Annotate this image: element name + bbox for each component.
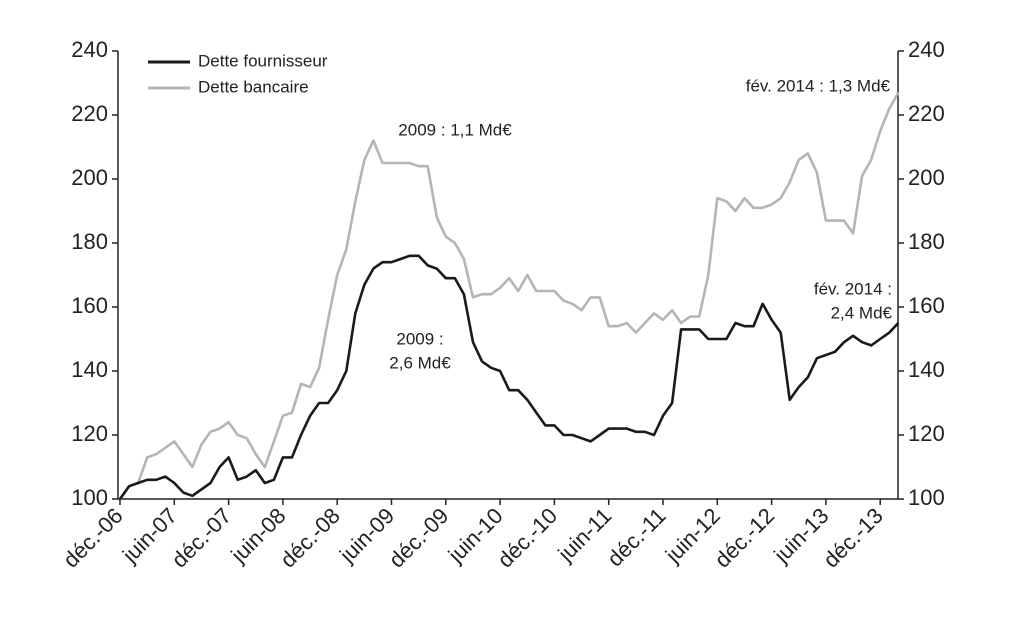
x-tick-label: déc.-09: [384, 503, 454, 573]
series-line: [118, 254, 900, 500]
y-tick-label: 140: [71, 357, 108, 382]
y2-tick-label: 180: [908, 229, 945, 254]
y-tick-label: 240: [71, 37, 108, 62]
legend-label: Dette bancaire: [198, 77, 309, 96]
y2-tick-label: 120: [908, 421, 945, 446]
annotation: 2,4 Md€: [831, 303, 893, 322]
x-tick-label: déc.-11: [602, 503, 670, 571]
annotation: 2009 :: [396, 329, 443, 348]
annotation: 2009 : 1,1 Md€: [398, 120, 512, 139]
y2-tick-label: 220: [908, 101, 945, 126]
y-tick-label: 180: [71, 229, 108, 254]
y2-tick-label: 200: [908, 165, 945, 190]
y-tick-label: 160: [71, 293, 108, 318]
y-tick-label: 120: [71, 421, 108, 446]
y-tick-label: 200: [71, 165, 108, 190]
x-tick-label: déc.-12: [710, 503, 780, 573]
legend-label: Dette fournisseur: [198, 51, 328, 70]
y2-tick-label: 240: [908, 37, 945, 62]
x-tick-label: déc.-06: [58, 503, 128, 573]
annotation: fév. 2014 :: [814, 279, 892, 298]
y2-tick-label: 100: [908, 485, 945, 510]
series-line: [118, 91, 900, 500]
x-tick-label: déc.-10: [492, 503, 562, 573]
annotation: 2,6 Md€: [389, 353, 451, 372]
y2-tick-label: 140: [908, 357, 945, 382]
y2-tick-label: 160: [908, 293, 945, 318]
y-tick-label: 100: [71, 485, 108, 510]
y-tick-label: 220: [71, 101, 108, 126]
x-tick-label: déc.-08: [275, 503, 345, 573]
x-tick-label: déc.-13: [818, 503, 888, 573]
x-tick-label: déc.-07: [167, 503, 237, 573]
annotation: fév. 2014 : 1,3 Md€: [746, 76, 891, 95]
